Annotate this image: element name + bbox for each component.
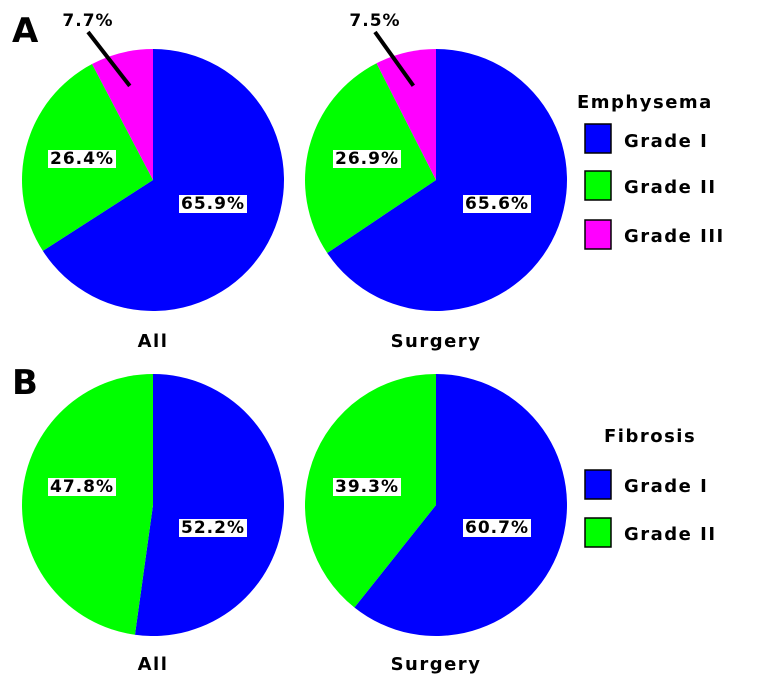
pie-slice-grade-ii: [22, 374, 154, 635]
pie-data-label-background: [179, 519, 247, 537]
pie-data-label-grade-i: 65.6%: [465, 194, 529, 214]
pie-label-leader-line: [373, 30, 415, 87]
legend-swatch-grade-ii: [584, 170, 612, 201]
pie-data-label-background: [333, 478, 401, 496]
legend-swatch-grade-iii: [584, 219, 612, 250]
pie-b-surgery: 60.7% 39.3%: [304, 374, 567, 636]
legend-emphysema: Emphysema Grade I Grade II Grade III: [577, 92, 725, 250]
legend-title: Emphysema: [577, 92, 713, 113]
pie-data-label-grade-iii: 7.5%: [349, 11, 400, 31]
pie-slice-grade-i: [134, 374, 285, 636]
pie-data-label-background: [333, 150, 401, 168]
pie-a-surgery: 65.6% 26.9% 7.5%: [305, 11, 567, 311]
pie-a-all: 65.9% 26.4% 7.7%: [22, 11, 284, 311]
pie-data-label-background: [48, 150, 116, 168]
legend-label-grade-iii: Grade III: [624, 226, 725, 247]
pie-slice-grade-i: [42, 49, 284, 311]
pie-caption-b-surgery: Surgery: [391, 654, 482, 675]
pie-data-label-background: [463, 519, 531, 537]
pie-label-leader-line: [86, 30, 132, 88]
pie-data-label-background: [463, 195, 531, 213]
pie-caption-a-all: All: [138, 331, 169, 352]
pie-slice-grade-iii: [92, 49, 153, 180]
pie-slice-grade-i: [327, 49, 567, 311]
legend-swatch-grade-i: [584, 469, 612, 500]
pie-data-label-grade-iii: 7.7%: [62, 11, 113, 31]
pie-data-label-grade-i: 60.7%: [465, 518, 529, 538]
pie-data-label-grade-i: 52.2%: [181, 518, 245, 538]
pie-data-label-background: [48, 478, 116, 496]
pie-data-label-grade-ii: 26.9%: [335, 149, 399, 169]
legend-swatch-grade-i: [584, 123, 612, 154]
legend-title: Fibrosis: [604, 426, 696, 447]
legend-label-grade-i: Grade I: [624, 131, 708, 152]
pie-caption-a-surgery: Surgery: [391, 331, 482, 352]
pie-slice-grade-iii: [376, 49, 436, 180]
legend-fibrosis: Fibrosis Grade I Grade II: [584, 426, 717, 548]
pie-data-label-grade-ii: 47.8%: [50, 477, 114, 497]
panel-letter-b: B: [12, 363, 38, 403]
legend-label-grade-ii: Grade II: [624, 524, 717, 545]
panel-letter-a: A: [12, 11, 39, 51]
pie-slice-grade-i: [354, 374, 567, 636]
pie-data-label-background: [179, 195, 247, 213]
legend-swatch-grade-ii: [584, 517, 612, 548]
legend-label-grade-ii: Grade II: [624, 177, 717, 198]
pie-data-label-grade-i: 65.9%: [181, 194, 245, 214]
pie-data-label-grade-ii: 26.4%: [50, 149, 114, 169]
pie-b-all: 52.2% 47.8%: [22, 374, 285, 636]
legend-label-grade-i: Grade I: [624, 476, 708, 497]
pie-data-label-grade-ii: 39.3%: [335, 477, 399, 497]
pie-caption-b-all: All: [138, 654, 169, 675]
